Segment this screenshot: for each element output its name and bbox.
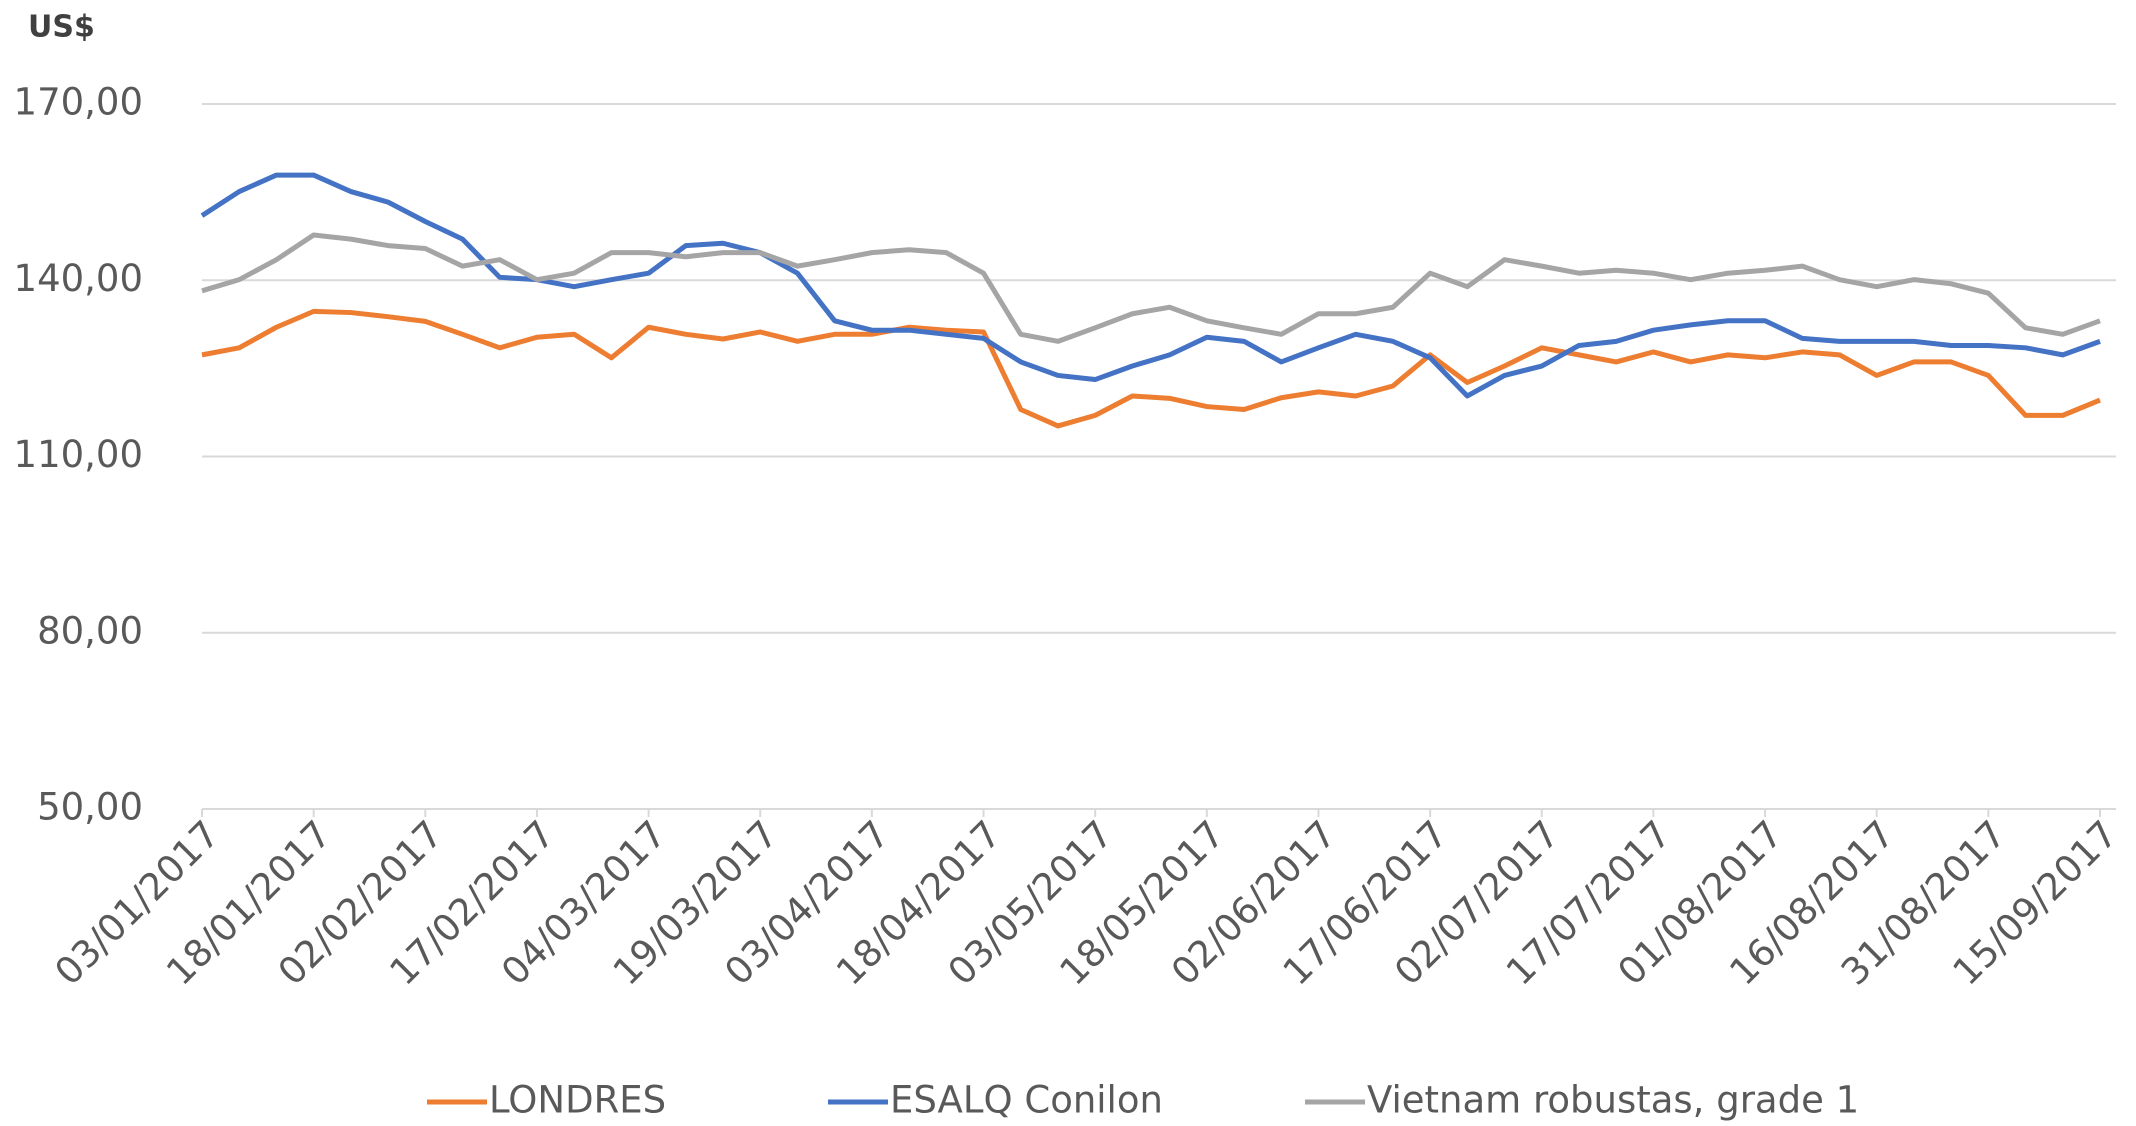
y-tick-label: 80,00 bbox=[37, 609, 143, 652]
legend-label: ESALQ Conilon bbox=[890, 1079, 1163, 1122]
y-tick-label: 140,00 bbox=[14, 257, 143, 300]
y-axis-label: US$ bbox=[28, 10, 95, 45]
series-line bbox=[200, 172, 2101, 399]
series-line bbox=[201, 232, 2101, 344]
series-line bbox=[201, 308, 2101, 429]
y-tick-label: 110,00 bbox=[14, 433, 143, 476]
legend-label: Vietnam robustas, grade 1 bbox=[1367, 1079, 1859, 1122]
y-tick-label: 170,00 bbox=[14, 81, 143, 124]
legend-label: LONDRES bbox=[489, 1079, 666, 1122]
y-tick-label: 50,00 bbox=[37, 786, 143, 829]
